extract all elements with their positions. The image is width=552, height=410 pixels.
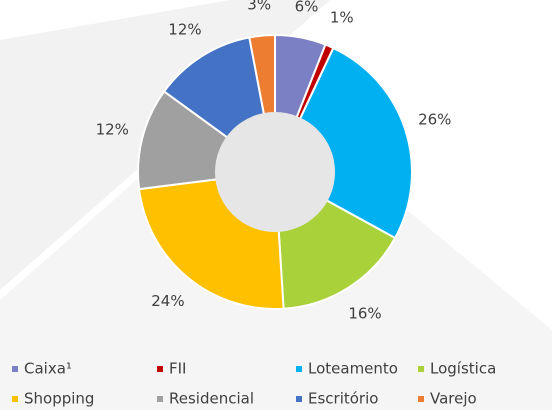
value-label: 12% bbox=[168, 21, 201, 39]
legend-swatch bbox=[157, 366, 163, 372]
donut-hole bbox=[215, 112, 335, 232]
legend-swatch bbox=[12, 396, 18, 402]
value-label: 24% bbox=[151, 292, 184, 310]
value-label: 16% bbox=[348, 304, 381, 322]
legend-swatch bbox=[12, 366, 18, 372]
legend-swatch bbox=[418, 396, 424, 402]
legend-swatch bbox=[296, 396, 302, 402]
legend-swatch bbox=[296, 366, 302, 372]
value-label: 26% bbox=[418, 111, 451, 129]
value-label: 12% bbox=[96, 121, 129, 139]
legend-label: FII bbox=[169, 360, 186, 378]
legend-label: Residencial bbox=[169, 390, 254, 408]
value-label: 3% bbox=[247, 0, 271, 13]
legend-label: Shopping bbox=[24, 390, 94, 408]
legend-label: Varejo bbox=[430, 390, 477, 408]
legend-label: Logística bbox=[430, 360, 496, 378]
legend-swatch bbox=[157, 396, 163, 402]
value-label: 1% bbox=[330, 8, 354, 26]
legend-label: Escritório bbox=[308, 390, 378, 408]
legend-label: Loteamento bbox=[308, 360, 398, 378]
value-label: 6% bbox=[295, 0, 319, 15]
legend-swatch bbox=[418, 366, 424, 372]
legend-label: Caixa¹ bbox=[24, 360, 72, 378]
